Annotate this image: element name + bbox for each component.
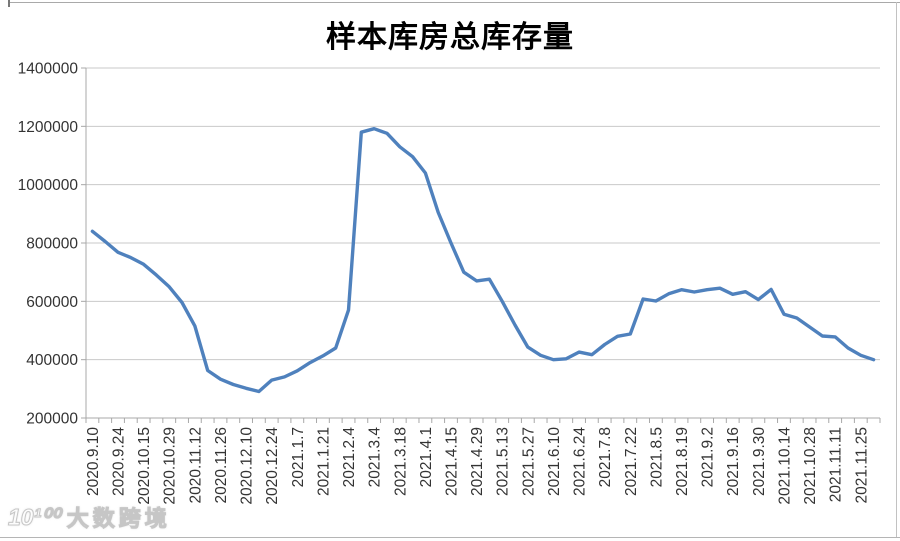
x-axis-label: 2021.8.5 (648, 427, 665, 487)
window-border-top-line (10, 2, 900, 3)
x-axis-label: 2021.7.8 (597, 427, 614, 487)
x-axis-label: 2020.12.10 (239, 427, 256, 505)
x-axis-label: 2020.11.12 (187, 427, 204, 503)
y-axis-label: 1000000 (18, 177, 79, 194)
y-axis-label: 1400000 (18, 61, 79, 78)
x-axis-label: 2021.3.18 (392, 427, 409, 496)
x-axis-label: 2020.10.15 (136, 427, 153, 505)
x-axis-label: 2021.5.27 (520, 427, 537, 496)
x-axis-label: 2021.9.16 (725, 427, 742, 496)
x-axis-label: 2021.10.28 (802, 427, 819, 505)
x-axis-label: 2021.9.2 (700, 427, 717, 487)
x-axis-label: 2020.11.26 (213, 427, 230, 503)
x-axis-label: 2021.6.24 (572, 427, 589, 496)
x-axis-label: 2020.10.29 (162, 427, 179, 505)
x-axis-label: 2020.9.10 (85, 427, 102, 496)
x-axis-label: 2021.4.29 (469, 427, 486, 496)
y-axis-label: 200000 (26, 411, 78, 428)
x-axis-label: 2021.6.10 (546, 427, 563, 496)
x-axis-label: 2020.12.24 (264, 427, 281, 505)
window-border-right-line (896, 2, 897, 537)
chart-title: 样本库房总库存量 (326, 20, 574, 55)
window-corner-notch (8, 0, 10, 7)
x-axis-label: 2021.2.4 (341, 427, 358, 488)
x-axis-label: 2021.9.30 (751, 427, 768, 496)
x-axis-label: 2021.8.19 (674, 427, 691, 496)
inventory-line-series (90, 126, 876, 394)
x-axis-label: 2021.11.11 (828, 427, 845, 502)
y-axis-label: 800000 (26, 236, 78, 253)
window-border-bottom-line (0, 537, 900, 538)
x-axis-label: 2021.11.25 (853, 427, 870, 503)
x-axis-label: 2021.5.13 (495, 427, 512, 496)
x-axis-label: 2021.3.4 (367, 427, 384, 488)
googol-logo-icon: 10¹⁰⁰ (8, 503, 61, 530)
watermark: 10¹⁰⁰ 大数跨境 (8, 501, 171, 533)
x-axis-label: 2021.1.21 (315, 427, 332, 496)
x-axis-label: 2021.10.14 (776, 427, 793, 505)
x-axis-label: 2021.7.22 (623, 427, 640, 496)
x-axis-label: 2021.4.1 (418, 427, 435, 487)
x-axis-label: 2021.1.7 (290, 427, 307, 487)
watermark-text: 大数跨境 (66, 506, 171, 532)
x-axis-label: 2021.4.15 (443, 427, 460, 496)
x-axis-label: 2020.9.24 (111, 427, 128, 496)
y-axis-label: 600000 (26, 294, 78, 311)
y-axis-label: 400000 (26, 352, 78, 369)
y-axis-label: 1200000 (18, 119, 79, 136)
